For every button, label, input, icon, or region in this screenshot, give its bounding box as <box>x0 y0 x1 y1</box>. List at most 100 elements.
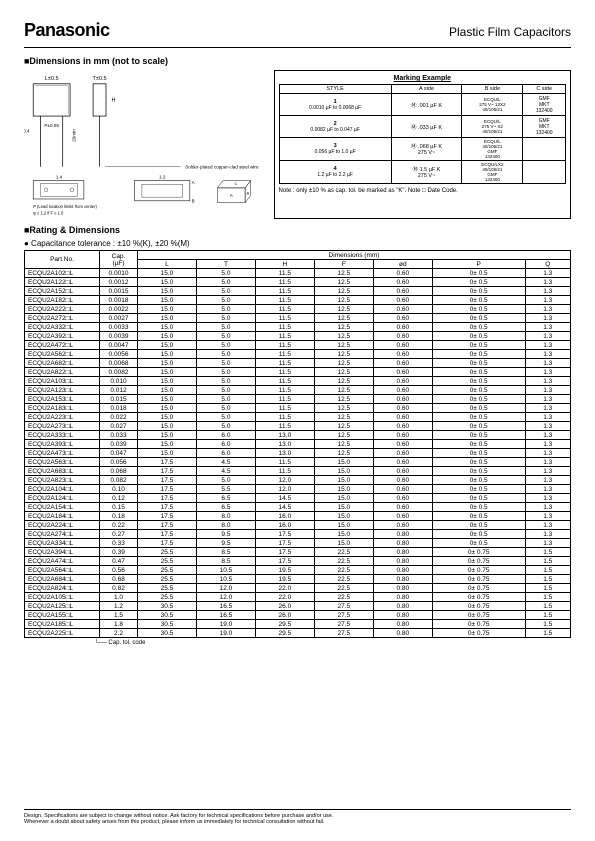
table-cell: 0.0018 <box>100 296 138 305</box>
table-cell: 5.0 <box>196 395 255 404</box>
cap-tol-code-label: └── Cap. tol. code <box>94 640 571 646</box>
table-cell: ECQU2A225□L <box>25 629 100 638</box>
table-cell: 5.0 <box>196 269 255 278</box>
table-cell: 0± 0.5 <box>432 503 525 512</box>
table-cell: 0.0022 <box>100 305 138 314</box>
table-cell: 12.5 <box>314 341 373 350</box>
table-row: ECQU2A393□L0.03915.06.013.012.50.600± 0.… <box>25 440 571 449</box>
table-cell: 15.0 <box>314 467 373 476</box>
marking-row: 41.2 µF to 2.2 µFⓂ 1.5 µF K 275 V~ECQU/L… <box>279 161 565 184</box>
table-row: ECQU2A153□L0.01515.05.011.512.50.600± 0.… <box>25 395 571 404</box>
table-cell: 0± 0.5 <box>432 395 525 404</box>
table-cell: 5.0 <box>196 314 255 323</box>
table-cell: 15.0 <box>314 512 373 521</box>
table-row: ECQU2A185□L1.830.519.029.527.50.800± 0.7… <box>25 620 571 629</box>
table-cell: 12.0 <box>255 476 314 485</box>
table-cell: 11.5 <box>255 341 314 350</box>
table-cell: 0.0056 <box>100 350 138 359</box>
table-cell: 15.0 <box>138 431 197 440</box>
table-cell: 1.3 <box>525 422 570 431</box>
table-cell: 12.5 <box>314 404 373 413</box>
table-cell: 27.5 <box>314 611 373 620</box>
table-cell: 0.60 <box>373 314 432 323</box>
table-cell: 11.5 <box>255 287 314 296</box>
table-cell: 5.0 <box>196 386 255 395</box>
table-cell: 0± 0.5 <box>432 512 525 521</box>
table-cell: 27.5 <box>314 620 373 629</box>
table-cell: 0± 0.5 <box>432 467 525 476</box>
table-cell: 1.5 <box>525 584 570 593</box>
table-row: ECQU2A334□L0.3317.59.517.515.00.800± 0.5… <box>25 539 571 548</box>
table-cell: 0.0068 <box>100 359 138 368</box>
table-cell: 0± 0.75 <box>432 611 525 620</box>
table-cell: 0.80 <box>373 566 432 575</box>
table-cell: ECQU2A104□L <box>25 485 100 494</box>
table-cell: 0.60 <box>373 476 432 485</box>
table-cell: ECQU2A334□L <box>25 539 100 548</box>
table-cell: 0± 0.5 <box>432 332 525 341</box>
table-cell: 0.80 <box>373 602 432 611</box>
table-cell: 0.010 <box>100 377 138 386</box>
b-label: B <box>192 199 195 204</box>
table-cell: 15.0 <box>314 485 373 494</box>
f-tol: φ ≤ 1.2 if F ≥ 1.0 <box>33 211 64 216</box>
table-row: ECQU2A332□L0.003315.05.011.512.50.600± 0… <box>25 323 571 332</box>
dimension-diagram: L±0.5 φ0.4 20min P±0.05 T±0.5 H Solder-p… <box>24 70 264 219</box>
t-tol-label: T±0.5 <box>93 76 107 82</box>
marking-col-c: C side <box>523 85 566 94</box>
table-cell: 16.5 <box>196 611 255 620</box>
table-cell: 2.2 <box>100 629 138 638</box>
table-row: ECQU2A823□L0.08217.55.012.015.00.600± 0.… <box>25 476 571 485</box>
table-cell: 25.5 <box>138 566 197 575</box>
table-cell: 16.0 <box>255 512 314 521</box>
table-cell: 0.60 <box>373 485 432 494</box>
table-cell: 1.3 <box>525 323 570 332</box>
table-row: ECQU2A124□L0.1217.56.514.515.00.600± 0.5… <box>25 494 571 503</box>
table-row: ECQU2A562□L0.005615.05.011.512.50.600± 0… <box>25 350 571 359</box>
table-cell: 15.0 <box>314 503 373 512</box>
table-row: ECQU2A183□L0.01815.05.011.512.50.600± 0.… <box>25 404 571 413</box>
table-cell: 0± 0.5 <box>432 269 525 278</box>
table-cell: 5.0 <box>196 359 255 368</box>
table-row: ECQU2A223□L0.02215.05.011.512.50.600± 0.… <box>25 413 571 422</box>
table-cell: 0.60 <box>373 278 432 287</box>
table-cell: 1.3 <box>525 521 570 530</box>
table-cell: 0.60 <box>373 296 432 305</box>
table-cell: 5.0 <box>196 305 255 314</box>
table-cell: 12.5 <box>314 305 373 314</box>
table-cell: 5.0 <box>196 422 255 431</box>
table-cell: 8.0 <box>196 521 255 530</box>
table-cell: 12.5 <box>314 413 373 422</box>
th-dim: F <box>314 260 373 269</box>
table-cell: 0.80 <box>373 539 432 548</box>
table-cell: 11.5 <box>255 377 314 386</box>
table-cell: ECQU2A102□L <box>25 269 100 278</box>
table-cell: 1.3 <box>525 512 570 521</box>
table-cell: ECQU2A472□L <box>25 341 100 350</box>
th-dim: L <box>138 260 197 269</box>
table-cell: 8.5 <box>196 548 255 557</box>
table-cell: 5.0 <box>196 323 255 332</box>
table-cell: ECQU2A125□L <box>25 602 100 611</box>
table-cell: 6.5 <box>196 494 255 503</box>
table-cell: 25.5 <box>138 557 197 566</box>
lead-len-label: 20min <box>72 129 77 142</box>
table-cell: ECQU2A394□L <box>25 548 100 557</box>
dimensions-table: Part No. Cap. (µF) Dimensions (mm) LTHFø… <box>24 250 571 638</box>
marking-col-b: B side <box>462 85 523 94</box>
table-cell: 17.5 <box>138 494 197 503</box>
table-cell: 1.5 <box>525 548 570 557</box>
table-cell: 1.3 <box>525 314 570 323</box>
table-cell: 0± 0.5 <box>432 377 525 386</box>
table-cell: 0.18 <box>100 512 138 521</box>
table-cell: 0.47 <box>100 557 138 566</box>
table-cell: 17.5 <box>138 530 197 539</box>
table-cell: 25.5 <box>138 584 197 593</box>
table-cell: 0.60 <box>373 305 432 314</box>
table-cell: 0.22 <box>100 521 138 530</box>
dimensions-heading: ■Dimensions in mm (not to scale) <box>24 56 571 66</box>
table-cell: 11.5 <box>255 314 314 323</box>
phi-label: φ0.4 <box>24 129 30 134</box>
table-cell: 13.0 <box>255 440 314 449</box>
marking-row: 10.0010 µF to 0.0068 µFⓂ .001 µF KECQU/L… <box>279 94 565 116</box>
